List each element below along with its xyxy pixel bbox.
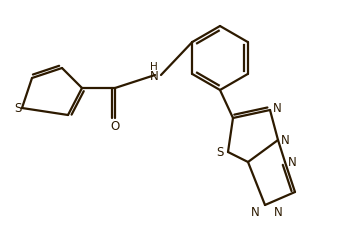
Text: N: N: [281, 134, 290, 148]
Text: N: N: [273, 207, 282, 219]
Text: H: H: [150, 62, 158, 72]
Text: S: S: [14, 103, 22, 116]
Text: N: N: [251, 207, 260, 219]
Text: N: N: [272, 101, 281, 115]
Text: N: N: [287, 155, 296, 168]
Text: N: N: [150, 70, 158, 82]
Text: O: O: [110, 121, 120, 134]
Text: S: S: [216, 146, 224, 159]
